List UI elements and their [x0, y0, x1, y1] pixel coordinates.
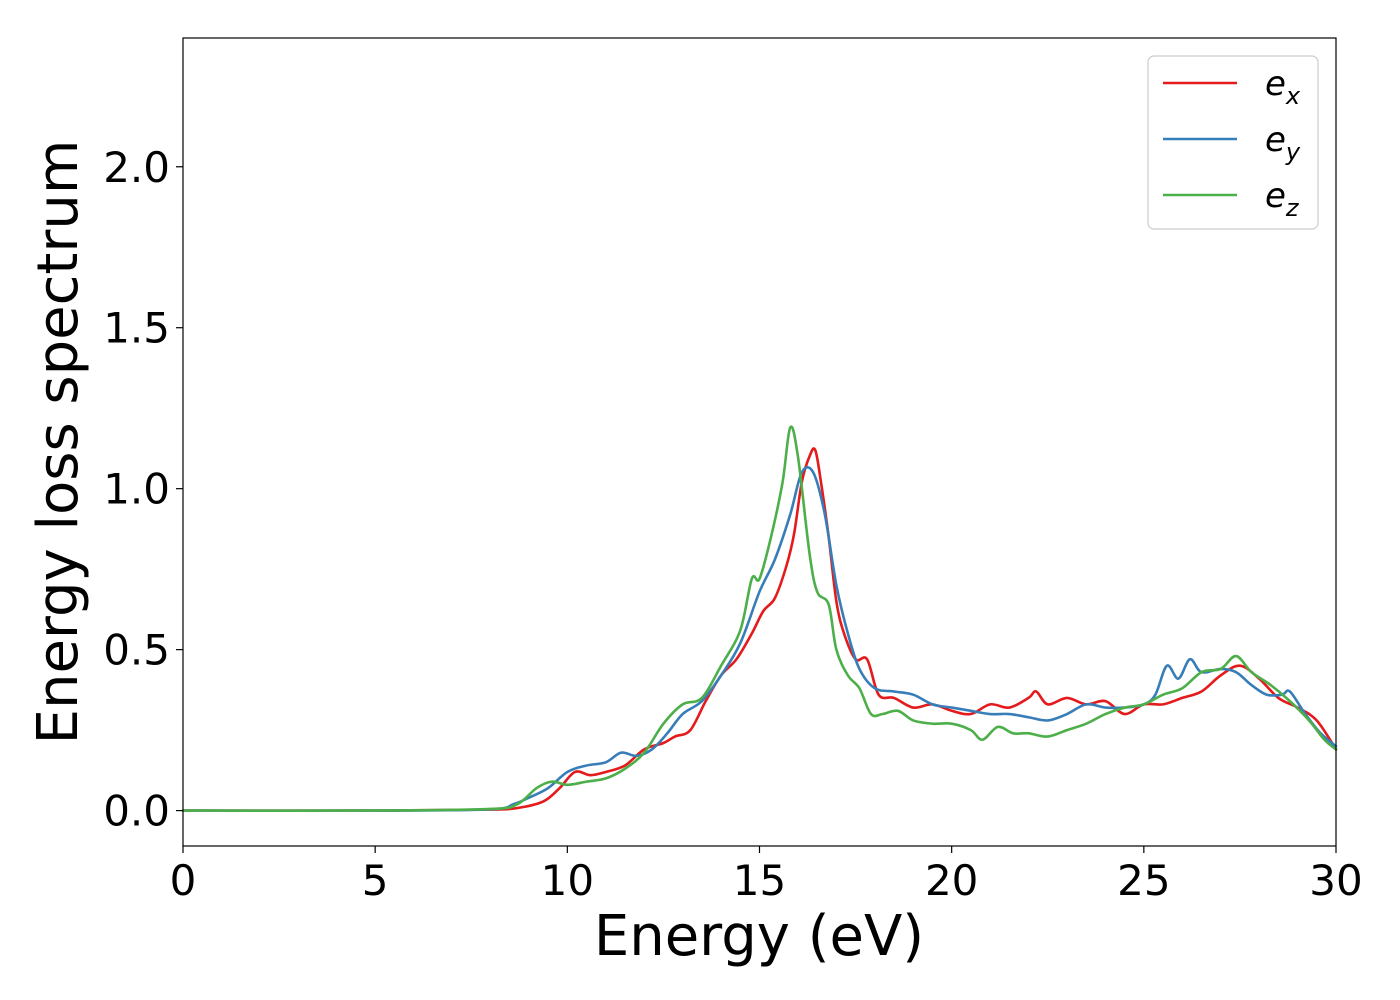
- x-tick-label: 5: [362, 856, 389, 905]
- y-tick-label: 0.0: [103, 787, 170, 836]
- y-axis-title: Energy loss spectrum: [26, 140, 91, 745]
- legend-label-y: ey: [1265, 120, 1301, 166]
- series-line-z: [181, 425, 1338, 813]
- legend-subscript-x: x: [1285, 82, 1301, 110]
- x-axis-title: Energy (eV): [594, 904, 924, 969]
- legend-subscript-y: y: [1285, 138, 1301, 166]
- x-tick-label: 20: [925, 856, 978, 905]
- y-axis-ticks: 0.0 0.5 1.0 1.5 2.0: [103, 143, 183, 836]
- y-tick-label: 2.0: [103, 143, 170, 192]
- plot-lines: [181, 425, 1338, 813]
- x-tick-label: 25: [1117, 856, 1170, 905]
- legend-box: [1147, 55, 1319, 230]
- series-line-x: [181, 447, 1338, 812]
- x-tick-label: 30: [1309, 856, 1362, 905]
- x-axis-ticks: 0 5 10 15 20 25 30: [170, 846, 1363, 905]
- legend-label-x: ex: [1265, 64, 1301, 110]
- x-tick-label: 15: [733, 856, 786, 905]
- y-tick-label: 1.5: [103, 304, 170, 353]
- y-tick-label: 1.0: [103, 465, 170, 514]
- legend-subscript-z: z: [1285, 194, 1300, 222]
- y-tick-label: 0.5: [103, 626, 170, 675]
- x-tick-label: 0: [170, 856, 197, 905]
- x-tick-label: 10: [541, 856, 594, 905]
